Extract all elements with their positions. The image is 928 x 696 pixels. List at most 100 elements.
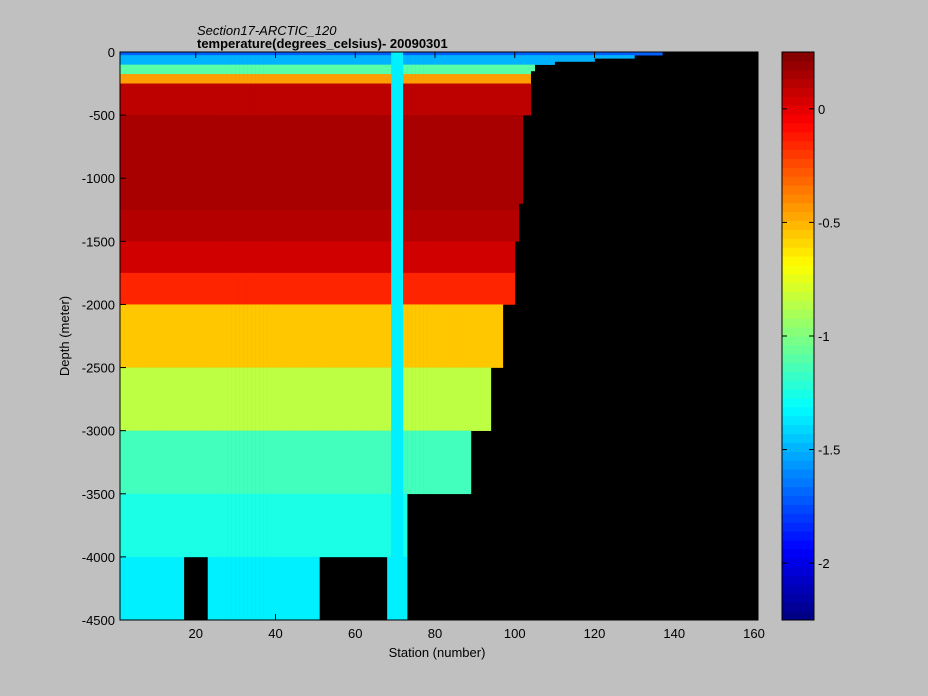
heatmap-cell — [486, 304, 492, 368]
heatmap-cell — [335, 83, 340, 116]
heatmap-cell — [514, 74, 520, 84]
heatmap-cell — [127, 556, 133, 621]
heatmap-cell — [179, 209, 185, 242]
heatmap-cell — [299, 209, 304, 242]
heatmap-cell — [371, 55, 376, 65]
heatmap-cell — [251, 367, 256, 431]
heatmap-cell — [339, 493, 344, 558]
heatmap-cell — [291, 115, 296, 179]
heatmap-cell — [419, 367, 424, 431]
heatmap-cell — [323, 83, 328, 116]
heatmap-cell — [319, 74, 324, 84]
heatmap-cell — [367, 52, 372, 56]
heatmap-cell — [319, 272, 324, 305]
heatmap-cell — [199, 74, 205, 84]
chart-title: Section17-ARCTIC_120 — [197, 23, 337, 38]
heatmap-cell — [343, 304, 348, 368]
heatmap-cell — [323, 367, 328, 431]
heatmap-cell — [143, 83, 149, 116]
heatmap-cell — [259, 64, 264, 75]
heatmap-cell — [498, 55, 504, 65]
heatmap-cell — [135, 178, 141, 211]
heatmap-cell — [375, 52, 380, 56]
heatmap-cell — [239, 83, 244, 116]
heatmap-cell — [127, 304, 133, 368]
heatmap-cell — [343, 83, 348, 116]
heatmap-cell — [327, 64, 332, 75]
heatmap-cell — [139, 64, 145, 75]
heatmap-cell — [339, 178, 344, 211]
heatmap-cell — [219, 52, 224, 56]
heatmap-cell — [442, 272, 448, 305]
heatmap-cell — [494, 241, 500, 274]
heatmap-cell — [151, 430, 157, 495]
heatmap-cell — [247, 556, 252, 621]
heatmap-cell — [454, 74, 460, 84]
heatmap-cell — [215, 430, 220, 495]
heatmap-cell — [427, 115, 432, 179]
heatmap-cell — [367, 430, 372, 495]
heatmap-cell — [403, 272, 408, 305]
heatmap-cell — [127, 74, 133, 84]
heatmap-cell — [498, 74, 504, 84]
heatmap-cell — [458, 367, 464, 431]
heatmap-cell — [466, 241, 472, 274]
heatmap-cell — [243, 55, 248, 65]
heatmap-cell — [255, 55, 260, 65]
y-axis-label: Depth (meter) — [57, 296, 72, 376]
heatmap-cell — [143, 64, 149, 75]
heatmap-cell — [622, 55, 627, 59]
heatmap-cell — [295, 304, 300, 368]
heatmap-cell — [558, 55, 563, 62]
colorbar-step — [782, 140, 814, 151]
heatmap-cell — [307, 493, 312, 558]
heatmap-cell — [155, 304, 161, 368]
heatmap-cell — [291, 52, 296, 56]
heatmap-cell — [470, 115, 476, 179]
heatmap-cell — [431, 272, 436, 305]
heatmap-cell — [367, 272, 372, 305]
heatmap-cell — [211, 556, 216, 621]
heatmap-cell — [387, 241, 392, 274]
heatmap-cell — [195, 64, 201, 75]
colorbar-step — [782, 575, 814, 585]
heatmap-cell — [143, 430, 149, 495]
heatmap-cell — [510, 178, 516, 211]
heatmap-cell — [466, 64, 472, 75]
heatmap-cell — [462, 52, 468, 56]
heatmap-cell — [195, 430, 201, 495]
heatmap-cell — [211, 115, 216, 179]
heatmap-cell — [435, 83, 440, 116]
heatmap-cell — [466, 304, 472, 368]
heatmap-cell — [247, 74, 252, 84]
heatmap-cell — [159, 430, 165, 495]
heatmap-cell — [442, 304, 448, 368]
heatmap-cell — [634, 52, 639, 56]
heatmap-cell — [167, 55, 173, 65]
heatmap-cell — [311, 52, 316, 56]
heatmap-cell — [339, 367, 344, 431]
heatmap-cell — [327, 304, 332, 368]
heatmap-cell — [442, 74, 448, 84]
colorbar-step — [782, 353, 814, 364]
heatmap-cell — [219, 178, 224, 211]
heatmap-cell — [450, 430, 456, 495]
heatmap-cell — [191, 74, 197, 84]
heatmap-cell — [175, 367, 181, 431]
heatmap-cell — [211, 241, 216, 274]
heatmap-cell — [470, 83, 476, 116]
heatmap-cell — [442, 178, 448, 211]
heatmap-cell — [387, 556, 392, 621]
heatmap-cell — [462, 209, 468, 242]
heatmap-cell — [295, 178, 300, 211]
heatmap-cell — [235, 64, 240, 75]
heatmap-cell — [506, 64, 512, 75]
heatmap-cell — [275, 241, 280, 274]
heatmap-cell — [323, 241, 328, 274]
heatmap-cell — [419, 241, 424, 274]
heatmap-cell — [179, 430, 185, 495]
heatmap-cell — [235, 74, 240, 84]
heatmap-cell — [159, 367, 165, 431]
heatmap-cell — [586, 52, 591, 56]
heatmap-cell — [131, 272, 137, 305]
